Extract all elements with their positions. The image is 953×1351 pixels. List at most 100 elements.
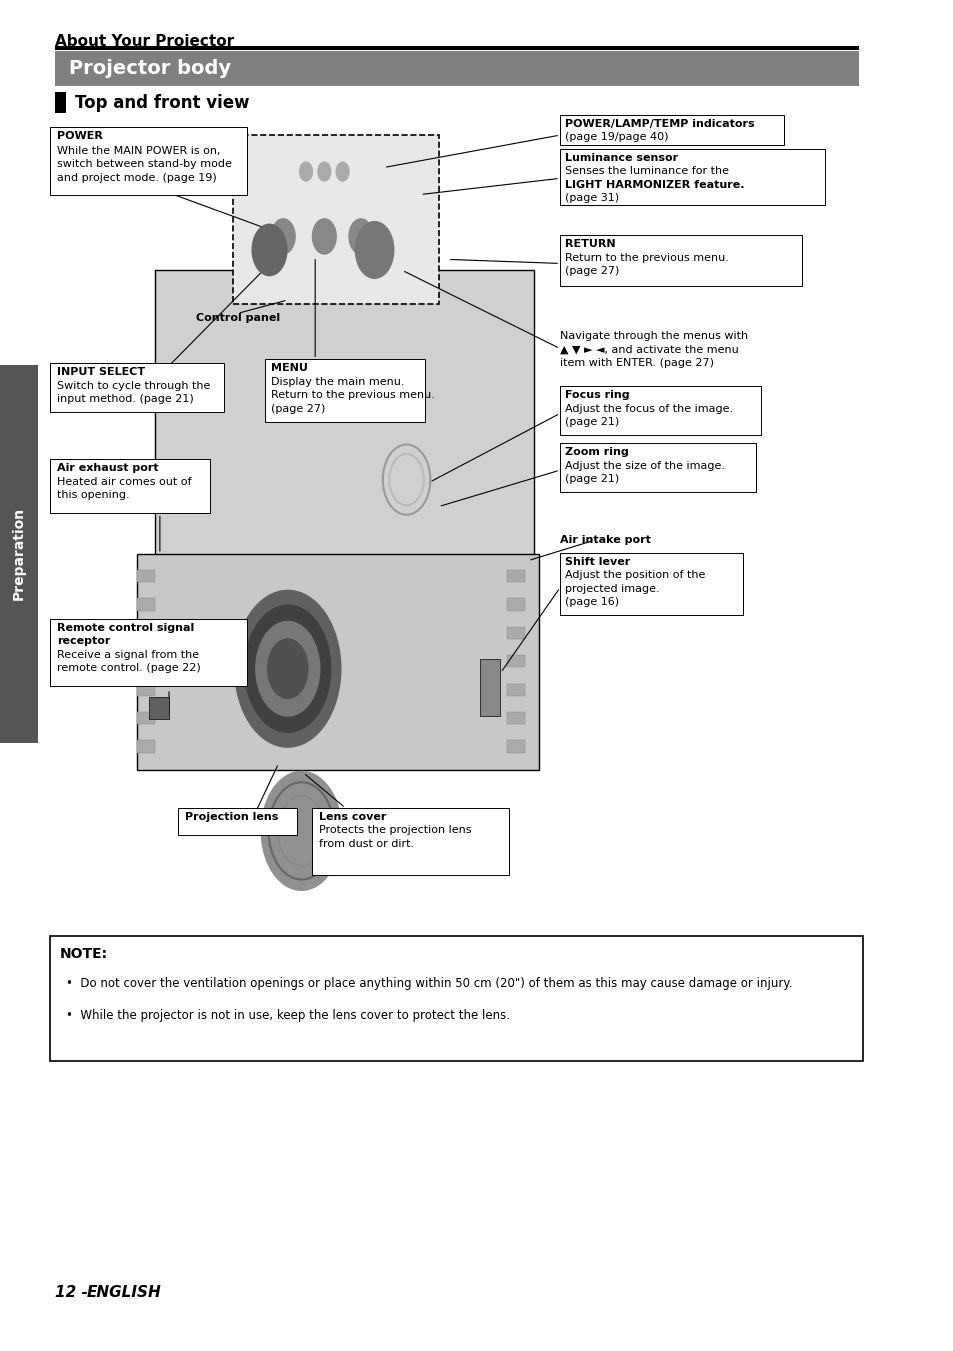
Text: Senses the luminance for the: Senses the luminance for the — [564, 166, 728, 176]
Text: About Your Projector: About Your Projector — [54, 34, 233, 49]
FancyBboxPatch shape — [155, 270, 534, 574]
Text: Receive a signal from the: Receive a signal from the — [56, 650, 198, 659]
Bar — [137, 570, 155, 582]
Text: Switch to cycle through the: Switch to cycle through the — [56, 381, 210, 390]
Bar — [507, 740, 525, 753]
Circle shape — [268, 639, 308, 698]
Circle shape — [271, 219, 294, 254]
Text: Display the main menu.: Display the main menu. — [271, 377, 404, 386]
Text: POWER: POWER — [56, 131, 102, 141]
Bar — [507, 655, 525, 667]
Text: Air intake port: Air intake port — [559, 535, 650, 544]
Text: Control panel: Control panel — [196, 313, 280, 323]
Text: ▲ ▼ ► ◄, and activate the menu: ▲ ▼ ► ◄, and activate the menu — [559, 345, 738, 354]
Text: Return to the previous menu.: Return to the previous menu. — [564, 253, 728, 262]
Circle shape — [317, 162, 331, 181]
Text: Return to the previous menu.: Return to the previous menu. — [271, 390, 435, 400]
FancyBboxPatch shape — [137, 554, 538, 770]
Circle shape — [335, 162, 349, 181]
Bar — [559, 115, 783, 145]
Text: and project mode. (page 19): and project mode. (page 19) — [56, 173, 216, 182]
Circle shape — [349, 219, 373, 254]
Text: (page 27): (page 27) — [271, 404, 325, 413]
Text: Shift lever: Shift lever — [564, 557, 629, 566]
Text: Projector body: Projector body — [69, 58, 231, 78]
Text: from dust or dirt.: from dust or dirt. — [318, 839, 414, 848]
Text: Adjust the size of the image.: Adjust the size of the image. — [564, 461, 724, 470]
Bar — [137, 627, 155, 639]
Text: POWER/LAMP/TEMP indicators: POWER/LAMP/TEMP indicators — [564, 119, 754, 128]
Bar — [51, 363, 224, 412]
Text: (page 27): (page 27) — [564, 266, 618, 276]
Text: Navigate through the menus with: Navigate through the menus with — [559, 331, 747, 340]
Bar — [265, 359, 424, 422]
Circle shape — [261, 771, 341, 890]
Text: (page 21): (page 21) — [564, 474, 618, 484]
Bar — [137, 598, 155, 611]
Bar — [507, 627, 525, 639]
Text: Preparation: Preparation — [12, 508, 26, 600]
Text: remote control. (page 22): remote control. (page 22) — [56, 663, 200, 673]
Bar — [51, 127, 247, 195]
Circle shape — [252, 224, 287, 276]
Bar — [507, 684, 525, 696]
Text: Adjust the focus of the image.: Adjust the focus of the image. — [564, 404, 732, 413]
Text: Focus ring: Focus ring — [564, 390, 629, 400]
Bar — [559, 149, 824, 205]
Bar — [507, 712, 525, 724]
Bar — [54, 46, 858, 50]
Bar — [137, 684, 155, 696]
Text: 12 -: 12 - — [54, 1285, 92, 1300]
Circle shape — [299, 162, 313, 181]
Bar — [51, 936, 862, 1061]
Text: Zoom ring: Zoom ring — [564, 447, 628, 457]
Text: (page 21): (page 21) — [564, 417, 618, 427]
Text: INPUT SELECT: INPUT SELECT — [56, 367, 145, 377]
Circle shape — [313, 219, 335, 254]
Circle shape — [355, 222, 394, 278]
Text: Remote control signal: Remote control signal — [56, 623, 193, 632]
Bar — [0, 365, 38, 743]
Text: receptor: receptor — [56, 636, 110, 646]
Bar — [137, 740, 155, 753]
Bar — [51, 459, 210, 513]
Bar — [54, 92, 66, 113]
Bar — [507, 570, 525, 582]
Bar — [137, 655, 155, 667]
Bar — [137, 712, 155, 724]
Text: Adjust the position of the: Adjust the position of the — [564, 570, 704, 580]
FancyBboxPatch shape — [233, 135, 438, 304]
Text: Air exhaust port: Air exhaust port — [56, 463, 158, 473]
Text: (page 16): (page 16) — [564, 597, 618, 607]
Text: Protects the projection lens: Protects the projection lens — [318, 825, 471, 835]
Text: LIGHT HARMONIZER feature.: LIGHT HARMONIZER feature. — [564, 180, 743, 189]
Text: Top and front view: Top and front view — [75, 93, 249, 112]
Text: NOTE:: NOTE: — [59, 947, 108, 961]
Text: •  Do not cover the ventilation openings or place anything within 50 cm (20") of: • Do not cover the ventilation openings … — [66, 977, 791, 990]
Text: (page 31): (page 31) — [564, 193, 618, 203]
Text: ENGLISH: ENGLISH — [87, 1285, 161, 1300]
Bar — [559, 235, 801, 286]
Circle shape — [234, 590, 340, 747]
Text: (page 19/page 40): (page 19/page 40) — [564, 132, 667, 142]
Text: input method. (page 21): input method. (page 21) — [56, 394, 193, 404]
Text: item with ENTER. (page 27): item with ENTER. (page 27) — [559, 358, 713, 367]
Bar — [559, 553, 742, 615]
Text: this opening.: this opening. — [56, 490, 130, 500]
Circle shape — [245, 605, 331, 732]
Bar — [559, 443, 756, 492]
Text: MENU: MENU — [271, 363, 308, 373]
Bar — [178, 808, 296, 835]
Bar — [479, 659, 499, 716]
Bar — [313, 808, 508, 875]
Text: projected image.: projected image. — [564, 584, 659, 593]
Text: Projection lens: Projection lens — [184, 812, 277, 821]
Bar — [54, 51, 858, 86]
Bar — [51, 619, 247, 686]
Text: switch between stand-by mode: switch between stand-by mode — [56, 159, 232, 169]
Text: •  While the projector is not in use, keep the lens cover to protect the lens.: • While the projector is not in use, kee… — [66, 1009, 509, 1023]
Bar — [149, 697, 169, 719]
Circle shape — [255, 621, 319, 716]
Text: Lens cover: Lens cover — [318, 812, 386, 821]
Bar — [507, 598, 525, 611]
